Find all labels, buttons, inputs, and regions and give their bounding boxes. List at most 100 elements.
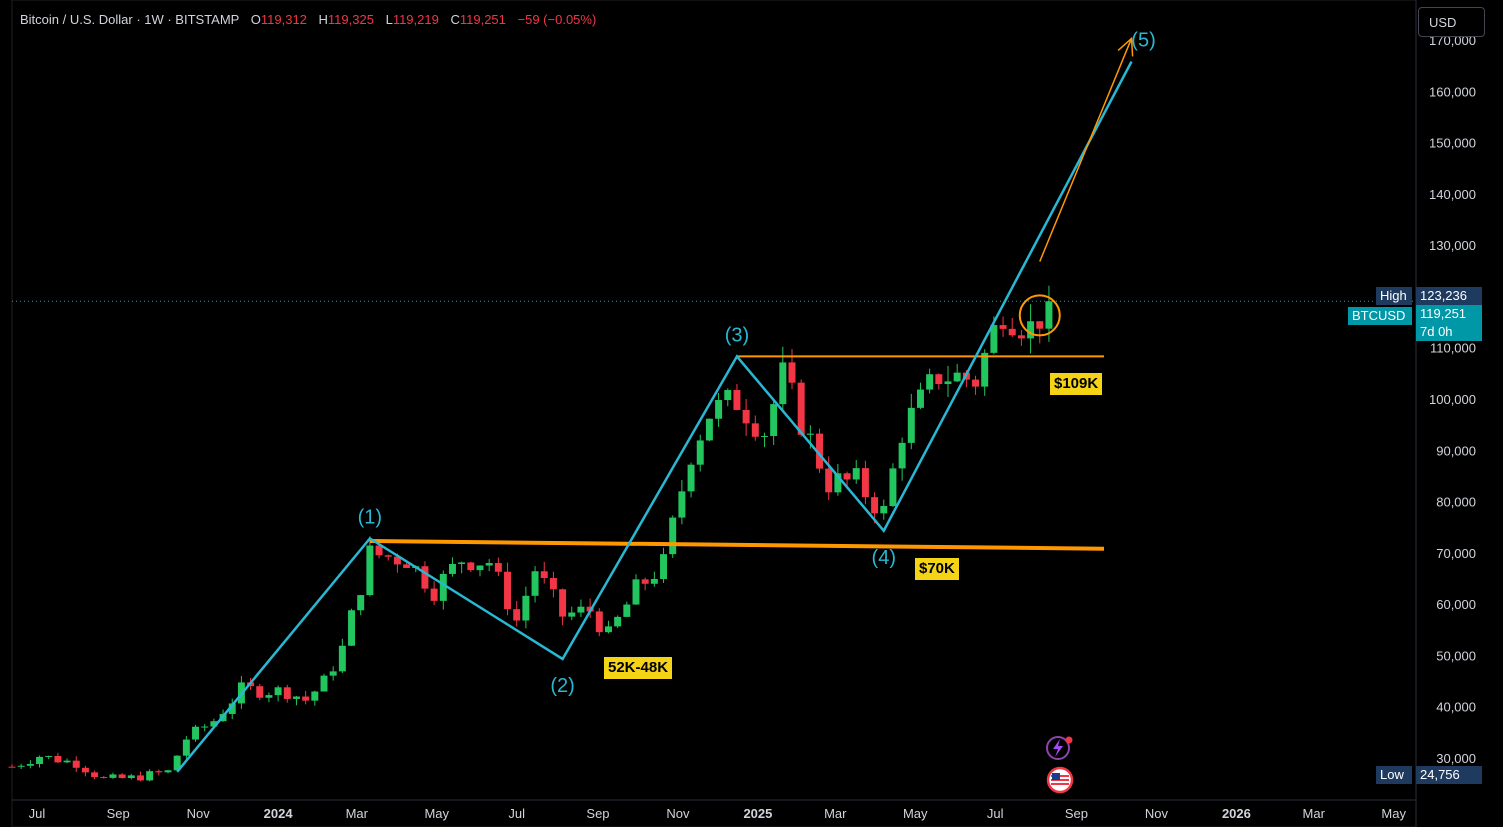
y-tick-label: 100,000 bbox=[1429, 392, 1476, 407]
candle-body bbox=[513, 609, 521, 621]
currency-button[interactable]: USD bbox=[1418, 7, 1485, 37]
low-value: 119,219 bbox=[392, 12, 439, 27]
high-tag-label: High bbox=[1376, 287, 1412, 305]
countdown-tag: 7d 0h bbox=[1416, 323, 1482, 341]
candle-body bbox=[338, 645, 346, 672]
candle-body bbox=[843, 473, 851, 480]
candle-body bbox=[36, 756, 44, 765]
candle-body bbox=[210, 721, 218, 727]
candle-body bbox=[283, 687, 291, 699]
candle-body bbox=[907, 407, 915, 443]
current-tag-value: 119,251 bbox=[1416, 305, 1482, 323]
candle-body bbox=[834, 473, 842, 493]
candle-body bbox=[201, 726, 209, 728]
candle-body bbox=[751, 423, 759, 437]
us-flag-icon[interactable] bbox=[1045, 766, 1075, 794]
candle-body bbox=[650, 579, 658, 584]
candle-body bbox=[384, 555, 392, 557]
y-tick-label: 90,000 bbox=[1436, 443, 1476, 458]
candle-body bbox=[100, 777, 108, 779]
candle-body bbox=[393, 556, 401, 565]
x-tick-label: Jul bbox=[508, 806, 525, 821]
candle-body bbox=[916, 389, 924, 408]
candle-body bbox=[871, 497, 879, 514]
candle-body bbox=[375, 545, 383, 556]
candle-body bbox=[274, 687, 282, 696]
candle-body bbox=[72, 760, 80, 768]
chart-header: Bitcoin / U.S. Dollar · 1W · BITSTAMP O1… bbox=[20, 12, 596, 27]
low-label: L bbox=[385, 12, 393, 27]
candle-body bbox=[522, 595, 530, 621]
candle-body bbox=[568, 612, 576, 617]
candle-body bbox=[696, 440, 704, 465]
candle-body bbox=[678, 491, 686, 518]
candle-body bbox=[559, 589, 567, 617]
candle-body bbox=[311, 691, 319, 701]
x-tick-label: Nov bbox=[666, 806, 690, 821]
candle-body bbox=[1045, 301, 1053, 329]
x-tick-label: Jul bbox=[987, 806, 1004, 821]
y-tick-label: 60,000 bbox=[1436, 597, 1476, 612]
zone-70k-tag: $70K bbox=[915, 558, 959, 580]
candle-body bbox=[164, 770, 172, 773]
candle-body bbox=[981, 352, 989, 387]
candle-body bbox=[292, 696, 300, 699]
candle-body bbox=[540, 571, 548, 579]
x-tick-label: May bbox=[903, 806, 928, 821]
candle-body bbox=[1036, 321, 1044, 329]
candle-body bbox=[705, 418, 713, 441]
candle-body bbox=[45, 755, 53, 757]
y-tick-label: 130,000 bbox=[1429, 238, 1476, 253]
candle-body bbox=[788, 362, 796, 383]
candle-body bbox=[889, 468, 897, 507]
candle-body bbox=[577, 606, 585, 613]
candle-body bbox=[155, 771, 163, 773]
change-value: −59 (−0.05%) bbox=[517, 12, 597, 27]
close-value: 119,251 bbox=[459, 12, 506, 27]
candle-body bbox=[136, 775, 144, 781]
candle-body bbox=[926, 374, 934, 390]
candle-body bbox=[614, 616, 622, 627]
candle-body bbox=[604, 626, 612, 633]
candle-body bbox=[504, 571, 512, 610]
candle-body bbox=[366, 545, 374, 596]
candle-body bbox=[448, 564, 456, 574]
candle-body bbox=[173, 755, 181, 771]
low-tag-label: Low bbox=[1376, 766, 1412, 784]
candle-body bbox=[329, 671, 337, 676]
candle-body bbox=[118, 774, 126, 779]
x-tick-label: Nov bbox=[187, 806, 211, 821]
y-tick-label: 140,000 bbox=[1429, 187, 1476, 202]
lightning-icon[interactable] bbox=[1042, 735, 1076, 761]
candle-body bbox=[724, 390, 732, 401]
x-tick-label: Sep bbox=[107, 806, 130, 821]
candle-body bbox=[458, 562, 466, 565]
candle-body bbox=[146, 771, 154, 781]
candle-body bbox=[265, 695, 273, 698]
y-tick-label: 150,000 bbox=[1429, 136, 1476, 151]
candle-body bbox=[467, 562, 475, 571]
wave-label: (4) bbox=[872, 547, 896, 569]
open-label: O bbox=[250, 12, 261, 27]
candle-body bbox=[54, 755, 62, 763]
x-tick-label: Jul bbox=[29, 806, 46, 821]
x-tick-label: Sep bbox=[586, 806, 609, 821]
candle-body bbox=[192, 726, 200, 740]
candle-body bbox=[641, 579, 649, 584]
candle-body bbox=[972, 379, 980, 387]
close-label: C bbox=[450, 12, 460, 27]
candle-body bbox=[733, 390, 741, 410]
candle-body bbox=[109, 774, 117, 778]
wave-label: (3) bbox=[725, 324, 749, 346]
candle-body bbox=[898, 442, 906, 469]
candle-body bbox=[999, 325, 1007, 329]
candle-body bbox=[348, 610, 356, 646]
candle-body bbox=[476, 565, 484, 571]
candle-body bbox=[439, 573, 447, 601]
y-tick-label: 80,000 bbox=[1436, 495, 1476, 510]
x-tick-label: 2024 bbox=[264, 806, 294, 821]
x-tick-label: Nov bbox=[1145, 806, 1169, 821]
elliott-wave-path bbox=[176, 60, 1133, 773]
candle-body bbox=[256, 686, 264, 698]
